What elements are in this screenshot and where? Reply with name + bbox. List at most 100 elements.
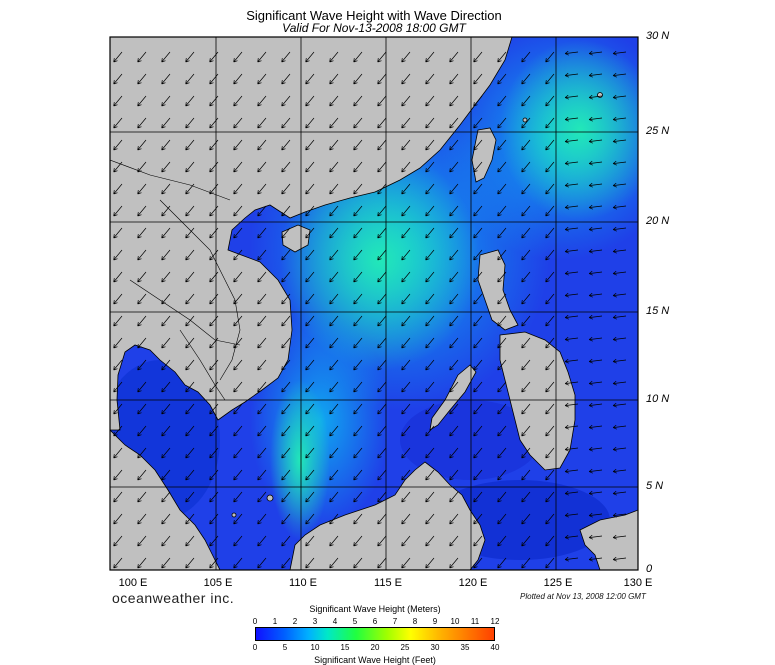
wave-arrow bbox=[113, 249, 123, 261]
wave-arrow bbox=[401, 161, 411, 173]
wave-arrow bbox=[329, 447, 339, 459]
wave-arrow bbox=[233, 95, 243, 107]
wave-arrow bbox=[161, 183, 171, 195]
wave-arrow bbox=[497, 315, 507, 327]
wave-arrow bbox=[113, 491, 123, 503]
wave-arrow bbox=[257, 535, 267, 547]
wave-arrow bbox=[281, 271, 291, 283]
wave-arrow bbox=[233, 249, 243, 261]
wave-arrow bbox=[377, 403, 387, 415]
wave-arrow bbox=[377, 161, 387, 173]
wave-arrow bbox=[209, 271, 219, 283]
wave-arrow bbox=[137, 315, 147, 327]
wave-arrow bbox=[353, 469, 363, 481]
wave-arrow bbox=[401, 183, 411, 195]
wave-arrow bbox=[612, 512, 627, 518]
wave-arrow bbox=[209, 403, 219, 415]
wave-arrow bbox=[425, 403, 435, 415]
wave-arrow bbox=[564, 94, 579, 100]
map-title: Significant Wave Height with Wave Direct… bbox=[246, 8, 502, 23]
wave-arrow bbox=[353, 161, 363, 173]
wave-arrow bbox=[449, 227, 459, 239]
wave-arrow bbox=[521, 51, 531, 63]
wave-arrow bbox=[588, 512, 603, 518]
wave-arrow bbox=[113, 403, 123, 415]
wave-arrow bbox=[425, 73, 435, 85]
wave-arrow bbox=[564, 358, 579, 364]
wave-arrow bbox=[588, 424, 603, 430]
wave-arrow bbox=[305, 271, 315, 283]
wave-arrow bbox=[449, 469, 459, 481]
wave-arrow bbox=[401, 359, 411, 371]
wave-arrow bbox=[545, 51, 555, 63]
wave-arrow bbox=[497, 95, 507, 107]
wave-arrow bbox=[305, 117, 315, 129]
wave-arrow bbox=[377, 51, 387, 63]
wave-arrow bbox=[473, 447, 483, 459]
wave-arrow bbox=[329, 117, 339, 129]
wave-arrow bbox=[353, 95, 363, 107]
wave-arrow bbox=[137, 337, 147, 349]
wave-arrow bbox=[612, 402, 627, 408]
wave-arrow bbox=[281, 205, 291, 217]
wave-arrow bbox=[113, 359, 123, 371]
wave-arrow bbox=[425, 117, 435, 129]
wave-arrow bbox=[564, 512, 579, 518]
wave-arrow bbox=[425, 293, 435, 305]
wave-arrow bbox=[612, 182, 627, 188]
wave-arrow bbox=[353, 491, 363, 503]
wave-arrow bbox=[449, 425, 459, 437]
wave-arrow bbox=[401, 227, 411, 239]
wave-arrow bbox=[113, 117, 123, 129]
wave-arrow bbox=[113, 447, 123, 459]
wave-arrow bbox=[564, 160, 579, 166]
wave-arrow bbox=[497, 51, 507, 63]
wave-arrow bbox=[329, 249, 339, 261]
wave-arrow bbox=[353, 227, 363, 239]
wave-arrow bbox=[329, 271, 339, 283]
wave-arrow bbox=[185, 161, 195, 173]
wave-arrow bbox=[161, 139, 171, 151]
wave-arrow bbox=[588, 116, 603, 122]
wave-arrow bbox=[257, 337, 267, 349]
scale-tick-meters: 2 bbox=[292, 617, 298, 626]
wave-arrow bbox=[305, 425, 315, 437]
wave-arrow bbox=[545, 117, 555, 129]
wave-arrow bbox=[185, 117, 195, 129]
wave-arrow bbox=[161, 73, 171, 85]
wave-arrow bbox=[257, 117, 267, 129]
scale-tick-meters: 12 bbox=[490, 617, 500, 626]
wave-arrow bbox=[473, 403, 483, 415]
wave-arrow bbox=[233, 381, 243, 393]
wave-arrow bbox=[521, 139, 531, 151]
wave-arrow bbox=[353, 205, 363, 217]
scale-tick-meters: 0 bbox=[252, 617, 258, 626]
wave-arrow bbox=[473, 381, 483, 393]
wave-arrow bbox=[113, 205, 123, 217]
wave-arrow bbox=[588, 138, 603, 144]
wave-arrow bbox=[113, 425, 123, 437]
wave-arrow bbox=[545, 205, 555, 217]
wave-arrow bbox=[113, 51, 123, 63]
scale-tick-meters: 5 bbox=[352, 617, 358, 626]
wave-arrow bbox=[497, 535, 507, 547]
lat-label-15n: 15 N bbox=[646, 305, 670, 317]
wave-arrow bbox=[377, 469, 387, 481]
wave-arrow bbox=[185, 557, 195, 569]
wave-arrow bbox=[564, 72, 579, 78]
wave-arrow bbox=[329, 95, 339, 107]
wave-arrow bbox=[497, 249, 507, 261]
wave-arrow bbox=[497, 293, 507, 305]
wave-arrow bbox=[564, 292, 579, 298]
wave-arrow bbox=[612, 556, 627, 562]
wave-arrow bbox=[185, 359, 195, 371]
wave-arrow bbox=[305, 359, 315, 371]
wave-arrow bbox=[545, 359, 555, 371]
wave-arrow bbox=[233, 139, 243, 151]
wave-arrow bbox=[425, 183, 435, 195]
wave-arrow bbox=[521, 117, 531, 129]
wave-arrow bbox=[401, 117, 411, 129]
wave-arrow bbox=[425, 227, 435, 239]
wave-arrow bbox=[497, 337, 507, 349]
scale-tick-meters: 4 bbox=[332, 617, 338, 626]
